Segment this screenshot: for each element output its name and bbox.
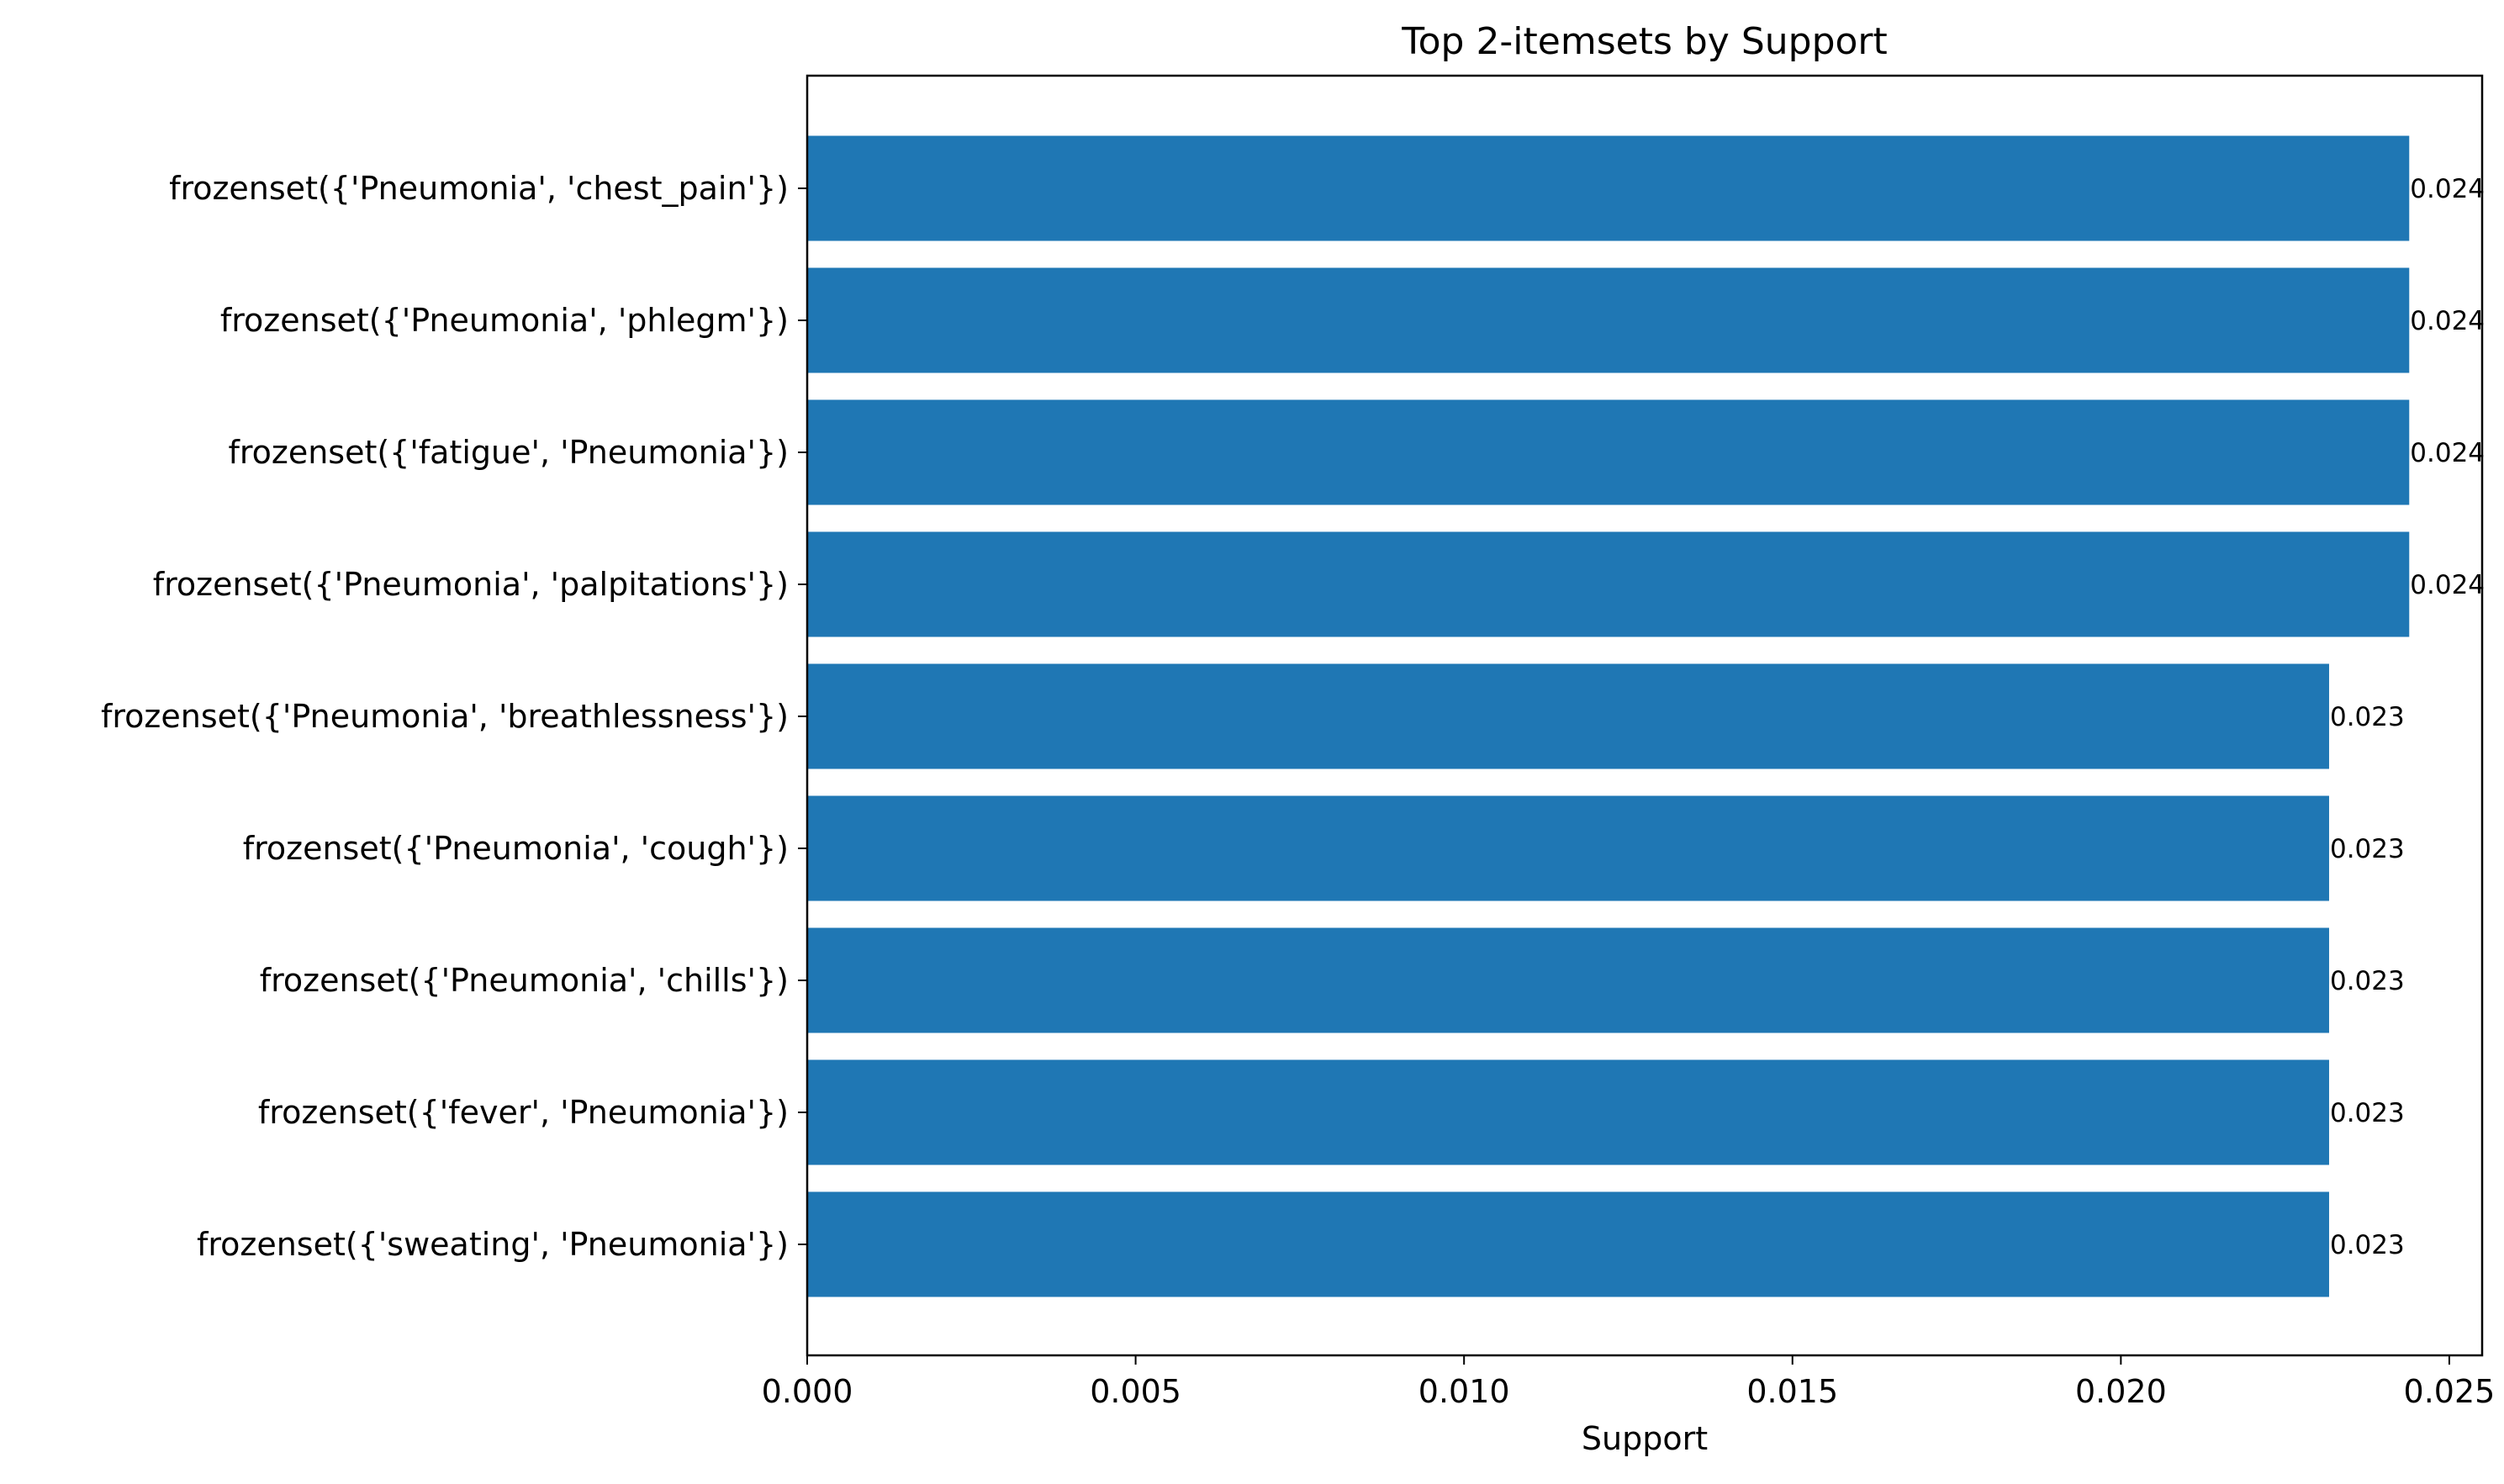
data-label: 0.023 (2330, 834, 2405, 864)
y-tick-label: frozenset({'Pneumonia', 'breathlessness'… (101, 698, 789, 735)
y-tick-label: frozenset({'fever', 'Pneumonia'}) (258, 1094, 789, 1131)
bar (807, 267, 2410, 373)
bar (807, 399, 2410, 505)
x-tick-label: 0.020 (2075, 1373, 2167, 1410)
chart-title: Top 2-itemsets by Support (1401, 20, 1888, 63)
y-tick-label: frozenset({'sweating', 'Pneumonia'}) (197, 1226, 789, 1263)
x-axis-label: Support (1582, 1420, 1708, 1457)
bars-group: 0.024 0.024 0.024 0.024 0.023 0.023 0.023 0.023… (807, 135, 2485, 1297)
bar (807, 531, 2410, 637)
x-tick-label: 0.025 (2404, 1373, 2496, 1410)
y-tick-label: frozenset({'Pneumonia', 'phlegm'}) (220, 302, 789, 339)
bar (807, 795, 2329, 901)
y-axis-ticks: frozenset({'Pneumonia', 'chest_pain'})fr… (101, 170, 807, 1263)
plot-frame (806, 74, 2484, 1357)
data-label: 0.024 (2410, 438, 2485, 468)
data-label: 0.024 (2410, 306, 2485, 336)
data-label: 0.023 (2330, 1098, 2405, 1128)
data-label: 0.023 (2330, 966, 2405, 996)
x-tick-label: 0.015 (1746, 1373, 1838, 1410)
y-tick-label: frozenset({'Pneumonia', 'palpitations'}) (153, 566, 789, 603)
data-label: 0.024 (2410, 570, 2485, 600)
y-tick-label: frozenset({'Pneumonia', 'chest_pain'}) (169, 170, 789, 207)
data-label: 0.024 (2410, 174, 2485, 204)
y-tick-label: frozenset({'Pneumonia', 'chills'}) (260, 962, 789, 999)
bar (807, 663, 2329, 769)
y-tick-label: frozenset({'Pneumonia', 'cough'}) (243, 830, 789, 867)
x-tick-label: 0.005 (1090, 1373, 1181, 1410)
bar (807, 927, 2329, 1033)
data-label: 0.023 (2330, 702, 2405, 732)
data-label: 0.023 (2330, 1230, 2405, 1260)
y-tick-label: frozenset({'fatigue', 'Pneumonia'}) (228, 434, 789, 471)
x-axis-ticks: 0.000 0.005 0.010 0.015 0.020 0.025 (762, 1355, 2496, 1410)
bar (807, 135, 2410, 241)
bar (807, 1059, 2329, 1165)
x-tick-label: 0.000 (762, 1373, 853, 1410)
x-tick-label: 0.010 (1418, 1373, 1510, 1410)
bar (807, 1191, 2329, 1297)
